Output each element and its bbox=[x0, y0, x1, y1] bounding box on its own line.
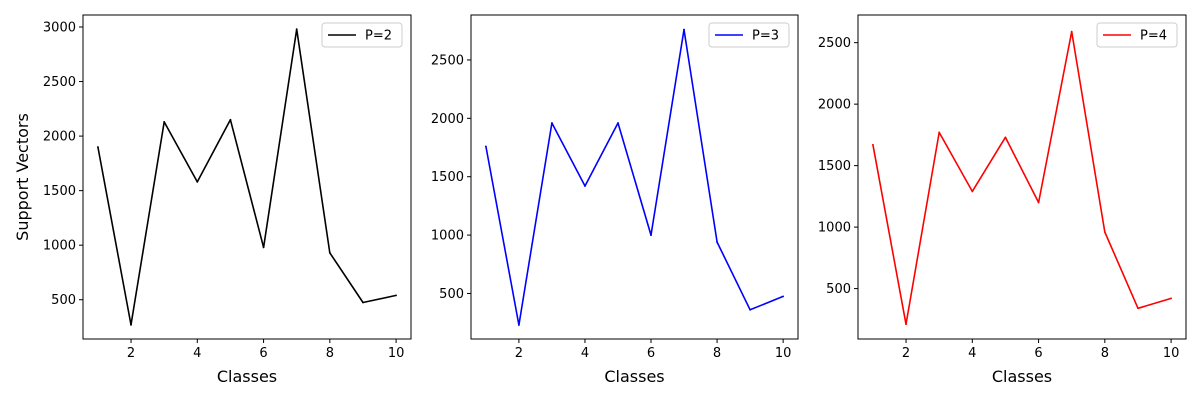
data-point bbox=[295, 28, 298, 31]
legend: P=3 bbox=[708, 22, 790, 48]
legend-box bbox=[708, 22, 790, 48]
x-tick-label: 6 bbox=[259, 346, 267, 361]
x-tick-label: 10 bbox=[1163, 346, 1180, 361]
data-point bbox=[938, 131, 941, 134]
x-tick-label: 10 bbox=[775, 346, 792, 361]
x-tick-label: 2 bbox=[127, 346, 135, 361]
legend-label: P=2 bbox=[365, 29, 392, 44]
data-point bbox=[1137, 307, 1139, 310]
y-tick-label: 1500 bbox=[43, 184, 76, 199]
y-axis-label: Support Vectors bbox=[13, 113, 32, 241]
x-tick-label: 8 bbox=[713, 346, 721, 361]
data-point bbox=[229, 118, 232, 121]
x-tick-label: 2 bbox=[515, 346, 523, 361]
series-line-P=4 bbox=[872, 30, 1172, 326]
legend: P=4 bbox=[1096, 22, 1178, 48]
data-point bbox=[517, 324, 520, 326]
data-point bbox=[328, 251, 331, 254]
x-axis-label: Classes bbox=[992, 367, 1052, 386]
legend-box bbox=[321, 22, 403, 48]
data-point bbox=[262, 246, 265, 249]
y-tick-label: 500 bbox=[826, 282, 851, 297]
data-point bbox=[617, 122, 619, 124]
plot-frame bbox=[82, 14, 412, 340]
x-axis-label: Classes bbox=[217, 367, 277, 386]
data-point bbox=[1103, 231, 1106, 233]
x-tick-label: 8 bbox=[1101, 346, 1109, 361]
x-tick-label: 4 bbox=[581, 346, 589, 361]
data-point bbox=[196, 181, 199, 183]
data-point bbox=[130, 323, 132, 326]
x-tick-label: 4 bbox=[193, 346, 201, 361]
x-axis-label: Classes bbox=[604, 367, 664, 386]
data-point bbox=[584, 185, 586, 187]
series-line-P=3 bbox=[485, 28, 784, 326]
y-tick-label: 3000 bbox=[43, 21, 76, 36]
y-tick-label: 2000 bbox=[43, 130, 76, 145]
y-tick-label: 2500 bbox=[43, 75, 76, 90]
legend-label: P=4 bbox=[1140, 29, 1167, 44]
x-tick-label: 8 bbox=[326, 346, 334, 361]
y-tick-label: 1000 bbox=[818, 221, 851, 236]
data-point bbox=[782, 295, 785, 298]
data-point bbox=[484, 145, 487, 148]
plot-frame bbox=[857, 14, 1187, 340]
x-tick-label: 4 bbox=[968, 346, 976, 361]
data-point bbox=[650, 234, 652, 236]
legend: P=2 bbox=[321, 22, 403, 48]
data-point bbox=[749, 308, 752, 311]
y-tick-label: 1000 bbox=[431, 229, 464, 244]
x-tick-label: 6 bbox=[1034, 346, 1042, 361]
chart-panel-1: 2 4 6 8 10 500 1000 1500 2000 2500 3000 Classes Supp… bbox=[13, 14, 412, 386]
data-point bbox=[683, 28, 685, 31]
x-tick-label: 2 bbox=[902, 346, 910, 361]
legend-box bbox=[1096, 22, 1178, 48]
y-tick-label: 2500 bbox=[818, 36, 851, 51]
data-point bbox=[395, 294, 397, 297]
y-tick-label: 500 bbox=[51, 293, 76, 308]
x-tick-label: 6 bbox=[647, 346, 655, 361]
y-tick-label: 1500 bbox=[818, 159, 851, 174]
data-point bbox=[872, 143, 874, 146]
data-point bbox=[362, 301, 364, 304]
series-line-P=2 bbox=[97, 28, 397, 326]
y-tick-label: 1000 bbox=[43, 239, 76, 254]
data-point bbox=[905, 323, 907, 326]
y-tick-label: 2500 bbox=[431, 53, 464, 68]
data-point bbox=[1170, 297, 1172, 300]
data-point bbox=[1004, 136, 1007, 139]
data-point bbox=[971, 190, 974, 193]
y-tick-label: 1500 bbox=[431, 170, 464, 185]
data-point bbox=[1037, 201, 1040, 204]
x-tick-label: 10 bbox=[388, 346, 405, 361]
y-tick-label: 2000 bbox=[818, 98, 851, 113]
legend-label: P=3 bbox=[752, 29, 779, 44]
chart-panel-2: 2 4 6 8 10 500 1000 1500 2000 2500 Classes P=3 bbox=[431, 14, 799, 386]
y-tick-label: 2000 bbox=[431, 112, 464, 127]
chart-panel-3: 2 4 6 8 10 500 1000 1500 2000 2500 Classes P=4 bbox=[818, 14, 1187, 386]
data-point bbox=[716, 241, 718, 243]
data-point bbox=[97, 146, 99, 148]
data-point bbox=[1070, 30, 1073, 33]
data-point bbox=[163, 121, 166, 123]
y-tick-label: 500 bbox=[439, 287, 464, 302]
data-point bbox=[551, 122, 553, 124]
